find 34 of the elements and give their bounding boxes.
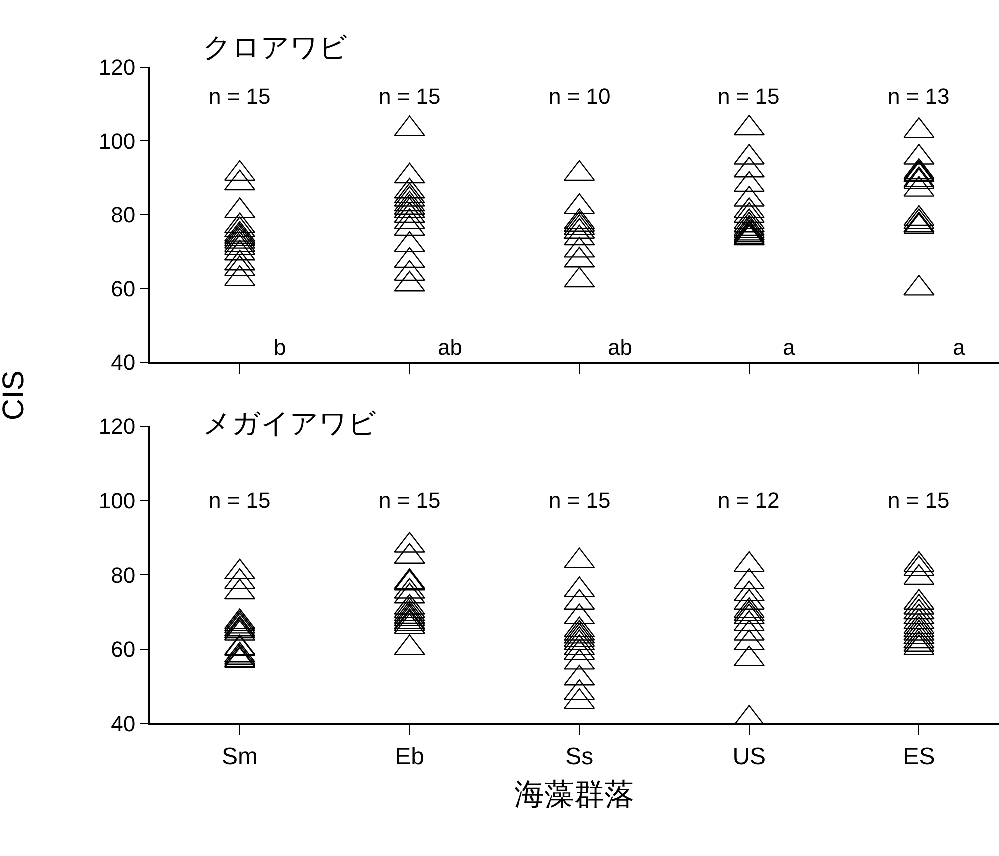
y-tick-label: 80 — [111, 562, 136, 588]
y-tick-label: 60 — [111, 637, 136, 662]
x-tick-label: US — [732, 743, 766, 770]
annotation: ab — [608, 335, 632, 360]
annotation: n = 13 — [888, 84, 950, 109]
annotation: n = 15 — [549, 488, 611, 513]
x-tick-label: ES — [903, 743, 936, 770]
x-tick-label: Sm — [222, 743, 258, 770]
chart-title: メガイアワビ — [203, 408, 377, 439]
annotation: n = 15 — [379, 488, 441, 513]
annotation: n = 15 — [888, 488, 950, 513]
y-axis-title: CIS — [0, 370, 31, 421]
y-tick-label: 80 — [111, 202, 136, 228]
y-tick-label: 40 — [111, 350, 136, 376]
annotation: n = 15 — [718, 84, 780, 109]
annotation: n = 10 — [549, 84, 611, 109]
annotation: n = 15 — [379, 84, 441, 109]
y-tick-label: 60 — [111, 276, 136, 302]
annotation: n = 12 — [718, 488, 780, 513]
annotation: n = 15 — [209, 488, 271, 513]
x-axis-title: 海藻群落 — [514, 778, 634, 812]
x-tick-label: Eb — [395, 743, 424, 770]
annotation: a — [953, 335, 966, 360]
annotation: n = 15 — [209, 84, 271, 109]
annotation: b — [274, 335, 286, 360]
annotation: a — [783, 335, 796, 360]
y-tick-label: 120 — [98, 55, 136, 80]
y-tick-label: 100 — [98, 488, 136, 514]
y-tick-label: 120 — [98, 414, 136, 440]
chart-title: クロアワビ — [203, 32, 348, 63]
y-tick-label: 40 — [111, 711, 136, 736]
x-tick-label: Ss — [566, 743, 594, 770]
annotation: ab — [438, 335, 462, 360]
y-tick-label: 100 — [98, 128, 136, 154]
